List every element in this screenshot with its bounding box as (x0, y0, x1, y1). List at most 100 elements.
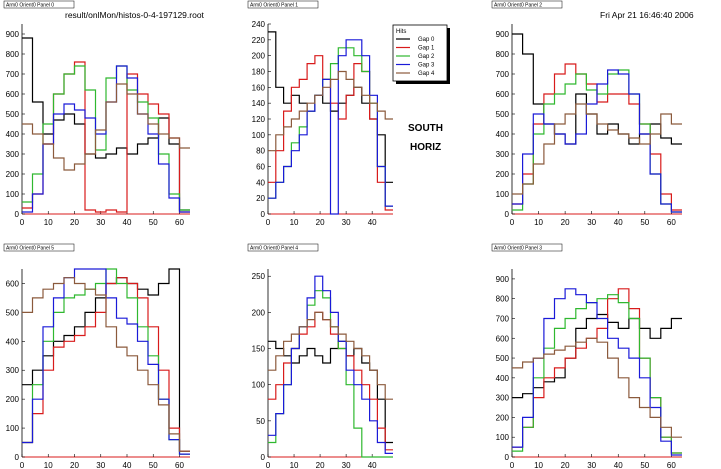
x-tick-label: 0 (20, 461, 25, 469)
y-tick-label: 600 (496, 334, 510, 343)
series-line-gap-4 (22, 277, 190, 452)
x-tick-label: 0 (510, 461, 515, 469)
legend-entry: Gap 1 (418, 46, 435, 52)
x-tick-label: 40 (614, 218, 623, 227)
y-tick-label: 300 (6, 366, 20, 375)
y-tick-label: 300 (496, 150, 510, 159)
y-tick-label: 150 (252, 345, 266, 354)
y-tick-label: 0 (15, 453, 20, 462)
y-tick-label: 180 (252, 68, 266, 77)
x-tick-label: 60 (667, 218, 676, 227)
x-tick-label: 20 (70, 218, 79, 227)
x-tick-label: 40 (614, 461, 623, 469)
x-tick-label: 30 (342, 461, 351, 469)
y-tick-label: 400 (6, 337, 20, 346)
y-tick-label: 800 (6, 50, 20, 59)
panel-title: Arm0 Orient0 Panel 4 (250, 246, 298, 252)
series-line-gap-2 (268, 290, 393, 458)
series-line-gap-3 (512, 69, 682, 213)
y-tick-label: 220 (252, 36, 266, 45)
series-line-gap-3 (512, 288, 682, 456)
legend: Hits Gap 0 Gap 1 Gap 2 Gap 3 Gap 4 (392, 24, 450, 84)
x-tick-label: 40 (368, 461, 377, 469)
x-tick-label: 20 (316, 218, 325, 227)
y-tick-label: 600 (6, 279, 20, 288)
y-tick-label: 50 (256, 417, 265, 426)
y-tick-label: 400 (496, 130, 510, 139)
panel-title-box (247, 0, 319, 9)
x-tick-label: 40 (123, 461, 132, 469)
y-tick-label: 0 (15, 210, 20, 219)
panel-title: Arm0 Orient0 Panel 0 (6, 3, 54, 9)
panels-group: Arm0 Orient0 Panel 001002003004005006007… (3, 0, 682, 469)
y-tick-label: 500 (496, 354, 510, 363)
y-tick-label: 100 (496, 190, 510, 199)
panel-title: Arm0 Orient0 Panel 5 (6, 246, 54, 252)
y-tick-label: 700 (496, 314, 510, 323)
y-tick-label: 500 (6, 110, 20, 119)
x-tick-label: 60 (667, 461, 676, 469)
file-label: result/onlMon/histos-0-4-197129.root (65, 10, 205, 20)
panel-title: Arm0 Orient0 Panel 2 (494, 3, 542, 9)
y-tick-label: 0 (505, 453, 510, 462)
series-line-gap-4 (512, 337, 682, 438)
y-tick-label: 200 (252, 308, 266, 317)
y-tick-label: 140 (252, 99, 266, 108)
panel-3: Arm0 Orient0 Panel 5 0 100 200 300 400 500 600 0… (3, 243, 190, 469)
series-line-gap-0 (512, 313, 682, 399)
panel-2: Arm0 Orient0 Panel 201002003004005006007… (491, 0, 682, 227)
x-tick-label: 40 (123, 218, 132, 227)
x-tick-label: 60 (175, 461, 184, 469)
y-tick-label: 400 (496, 374, 510, 383)
legend-box (392, 24, 448, 82)
y-tick-label: 400 (6, 130, 20, 139)
y-tick-label: 500 (496, 110, 510, 119)
x-tick-label: 0 (266, 461, 271, 469)
y-tick-label: 100 (496, 433, 510, 442)
panel-1: Arm0 Orient0 Panel 102040608010012014016… (247, 0, 393, 227)
y-tick-label: 80 (256, 147, 265, 156)
x-tick-label: 20 (70, 461, 79, 469)
y-tick-label: 900 (6, 30, 20, 39)
panel-title-box (491, 0, 563, 9)
y-tick-label: 800 (496, 295, 510, 304)
x-tick-label: 10 (44, 218, 53, 227)
y-tick-label: 200 (252, 52, 266, 61)
y-tick-label: 120 (252, 115, 266, 124)
y-tick-label: 60 (256, 163, 265, 172)
legend-entry: Gap 0 (418, 37, 435, 43)
x-tick-label: 10 (44, 461, 53, 469)
x-tick-label: 30 (587, 461, 596, 469)
y-tick-label: 300 (6, 150, 20, 159)
series-line-gap-3 (268, 275, 393, 454)
y-tick-label: 240 (252, 20, 266, 29)
x-tick-label: 0 (266, 218, 271, 227)
y-tick-label: 20 (256, 194, 265, 203)
x-tick-label: 50 (149, 461, 158, 469)
x-tick-label: 10 (290, 461, 299, 469)
panel-4: Arm0 Orient0 Panel 4 0 50 100 150 200 250 0 10 20… (247, 243, 393, 469)
y-tick-label: 40 (256, 178, 265, 187)
x-tick-label: 50 (149, 218, 158, 227)
x-tick-label: 20 (316, 461, 325, 469)
legend-entry: Gap 2 (418, 54, 435, 60)
y-tick-label: 700 (496, 70, 510, 79)
panel-5: Arm0 Orient0 Panel 301002003004005006007… (491, 243, 682, 469)
y-tick-label: 100 (6, 424, 20, 433)
series-line-gap-4 (512, 103, 682, 195)
series-line-gap-4 (22, 83, 190, 171)
x-tick-label: 10 (534, 461, 543, 469)
x-tick-label: 30 (96, 218, 105, 227)
y-tick-label: 200 (496, 170, 510, 179)
y-tick-label: 600 (6, 90, 20, 99)
series-line-gap-3 (22, 268, 190, 455)
y-tick-label: 0 (261, 210, 266, 219)
y-tick-label: 100 (252, 131, 266, 140)
y-tick-label: 700 (6, 70, 20, 79)
y-tick-label: 900 (496, 30, 510, 39)
x-tick-label: 0 (20, 218, 25, 227)
panel-0: Arm0 Orient0 Panel 001002003004005006007… (3, 0, 190, 227)
annotation-south: SOUTH (408, 123, 443, 134)
x-tick-label: 50 (640, 461, 649, 469)
x-tick-label: 20 (561, 461, 570, 469)
